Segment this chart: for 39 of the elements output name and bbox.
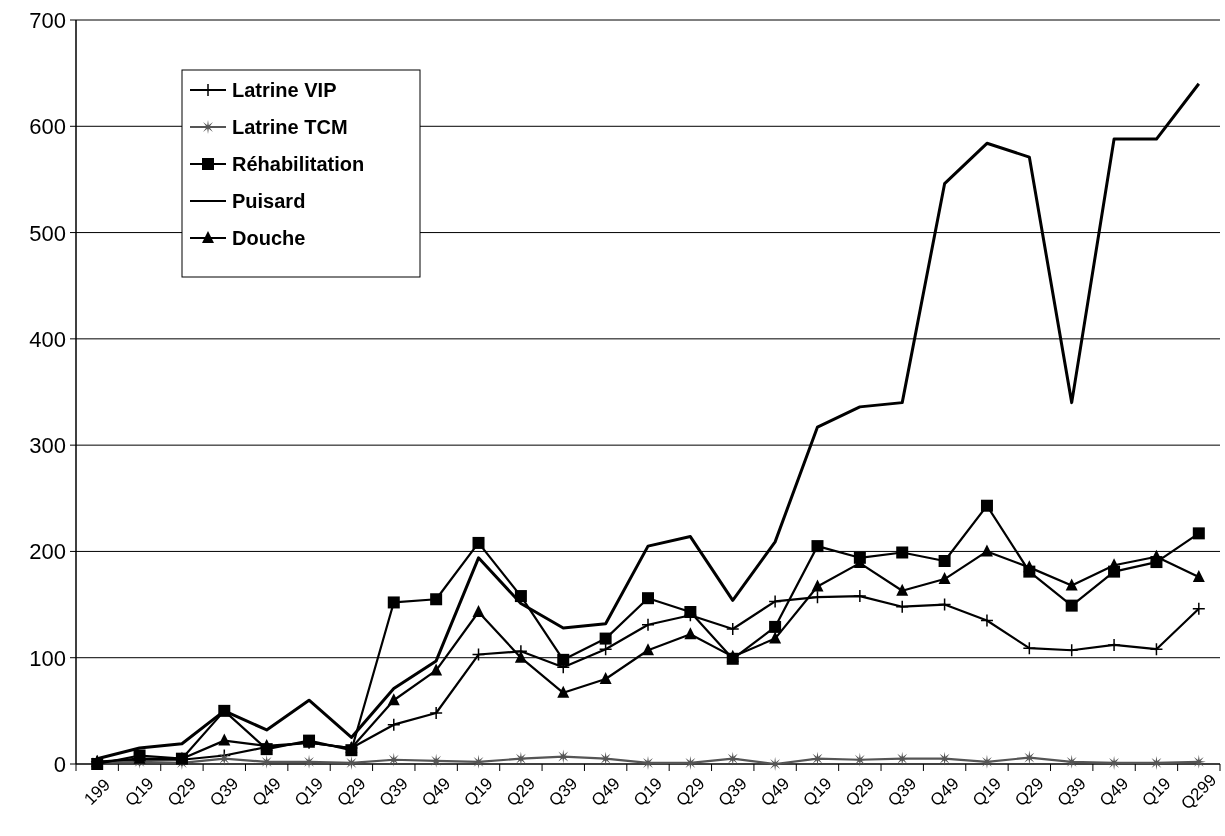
x-tick-label: Q19 [799,773,836,811]
x-tick-label: Q19 [968,773,1006,811]
x-tick-label: Q49 [757,773,794,811]
x-tick-label: Q39 [206,773,243,811]
x-tick-label: Q49 [926,773,963,811]
legend-label: Latrine TCM [232,116,348,138]
y-tick-label: 0 [53,752,66,777]
x-tick-label: Q39 [714,773,751,811]
y-tick-label: 300 [29,433,66,459]
x-tick-label: Q39 [1053,773,1090,811]
y-tick-label: 400 [29,326,66,352]
y-tick-label: 500 [29,220,66,246]
y-tick-label: 200 [29,539,66,565]
x-tick-label: Q29 [333,773,370,811]
x-tick-label: Q39 [375,773,412,811]
x-tick-label: Q49 [418,773,455,811]
x-tick-label: Q29 [502,773,539,811]
x-tick-label: Q49 [1095,773,1133,811]
x-tick-label: Q29 [672,773,709,811]
x-tick-label: Q19 [290,773,328,811]
x-tick-label: Q49 [587,773,624,811]
x-tick-label: Q19 [121,773,158,811]
y-tick-label: 700 [29,8,66,33]
x-tick-label: Q19 [1138,773,1175,811]
x-tick-label: Q29 [163,773,201,811]
x-tick-label: 199 [80,775,114,809]
x-tick-label: Q49 [248,773,285,811]
x-tick-label: Q39 [884,773,921,811]
legend-label: Puisard [232,190,306,212]
y-tick-label: 100 [29,645,66,671]
x-tick-label: Q19 [629,773,667,811]
x-tick-label: Q19 [460,773,497,811]
x-tick-label: Q39 [545,773,582,811]
x-tick-label: Q29 [841,773,878,811]
legend-label: Latrine VIP [232,79,337,101]
y-tick-label: 600 [29,114,66,140]
x-tick-label: Q29 [1011,773,1048,811]
legend-label: Réhabilitation [232,153,365,175]
legend-label: Douche [232,227,306,249]
